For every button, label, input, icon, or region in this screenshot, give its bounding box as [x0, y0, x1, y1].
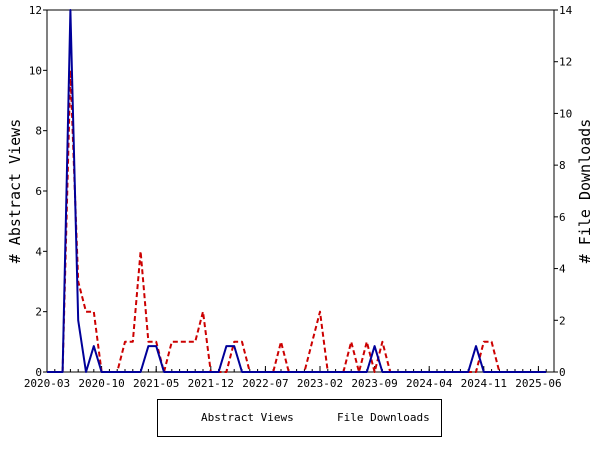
y-tick-label-right: 0 [559, 366, 566, 379]
y-tick-label-left: 12 [29, 4, 42, 17]
y-axis-label-right: # File Downloads [576, 119, 594, 264]
y-tick-label-left: 0 [35, 366, 42, 379]
y-axis-label-left: # Abstract Views [6, 119, 24, 264]
y-tick-label-left: 4 [35, 245, 42, 258]
x-tick-label: 2023-09 [351, 377, 397, 390]
right-axis: 0 2 4 6 8 10 12 14 [554, 4, 573, 379]
x-tick-label: 2024-11 [461, 377, 507, 390]
legend: Abstract Views File Downloads [157, 399, 442, 437]
legend-label-abstract-views: Abstract Views [201, 411, 294, 424]
left-axis: 0 2 4 6 8 10 12 [29, 4, 47, 379]
y-tick-label-right: 4 [559, 263, 566, 276]
x-tick-label: 2023-02 [297, 377, 343, 390]
y-tick-label-right: 12 [559, 56, 572, 69]
y-tick-label-left: 6 [35, 185, 42, 198]
y-tick-label-left: 10 [29, 64, 42, 77]
series-line-abstract-views [47, 69, 547, 373]
y-tick-label-right: 2 [559, 314, 566, 327]
series-layer [47, 9, 547, 373]
x-tick-label: 2020-10 [78, 377, 124, 390]
x-tick-label: 2025-06 [515, 377, 561, 390]
plot-area-frame [46, 9, 555, 373]
y-tick-label-right: 14 [559, 4, 573, 17]
legend-label-file-downloads: File Downloads [337, 411, 430, 424]
y-tick-label-right: 8 [559, 159, 566, 172]
x-tick-label: 2021-12 [188, 377, 234, 390]
x-axis: 2020-03 2020-10 2021-05 2021-12 2022-07 2023-… [24, 366, 562, 390]
y-tick-label-left: 2 [35, 306, 42, 319]
x-tick-label: 2020-03 [24, 377, 70, 390]
y-tick-label-left: 8 [35, 125, 42, 138]
series-line-file-downloads [47, 9, 547, 373]
y-tick-label-right: 10 [559, 107, 572, 120]
y-tick-label-right: 6 [559, 211, 566, 224]
x-tick-label: 2024-04 [406, 377, 453, 390]
x-tick-label: 2022-07 [242, 377, 288, 390]
x-tick-label: 2021-05 [133, 377, 179, 390]
